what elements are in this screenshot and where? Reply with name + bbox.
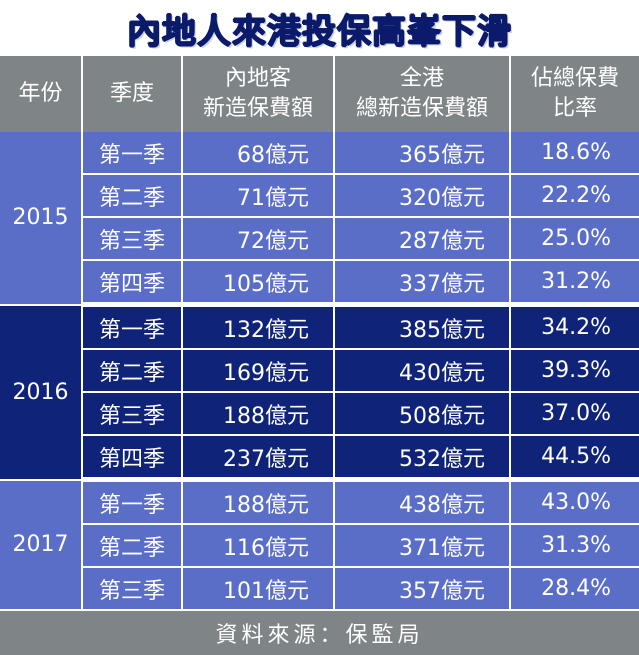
ratio-cell: 44.5% — [510, 435, 639, 482]
table-row: 第三季 188億元 508億元 37.0% — [0, 392, 639, 436]
quarter-cell: 第四季 — [82, 260, 183, 307]
quarter-cell: 第二季 — [82, 524, 183, 568]
quarter-cell: 第一季 — [82, 304, 183, 350]
mainland-premium-cell: 68億元 — [182, 132, 335, 175]
total-premium-cell: 287億元 — [334, 217, 511, 261]
total-premium-cell: 371億元 — [334, 524, 511, 568]
header-total-premium: 全港 總新造保費額 — [334, 56, 511, 132]
insurance-table: 年份 季度 內地客 新造保費額 全港 總新造保費額 佔總保費 比率 2015 第… — [0, 56, 639, 611]
total-premium-cell: 357億元 — [334, 567, 511, 611]
header-ratio-line2: 比率 — [552, 96, 597, 121]
table-row: 第三季 101億元 357億元 28.4% — [0, 567, 639, 611]
total-premium-cell: 337億元 — [334, 260, 511, 307]
source-note: 資料來源：保監局 — [0, 611, 639, 655]
mainland-premium-cell: 116億元 — [182, 524, 335, 568]
ratio-cell: 43.0% — [510, 479, 639, 525]
year-cell: 2015 — [0, 132, 83, 306]
table-row: 2016 第一季 132億元 385億元 34.2% — [0, 304, 639, 481]
mainland-premium-cell: 71億元 — [182, 174, 335, 218]
total-premium-cell: 438億元 — [334, 479, 511, 525]
ratio-cell: 34.2% — [510, 304, 639, 350]
header-mainland-line1: 內地客 — [224, 66, 291, 91]
header-total-line1: 全港 — [399, 66, 444, 91]
total-premium-cell: 365億元 — [334, 132, 511, 175]
ratio-cell: 31.2% — [510, 260, 639, 307]
total-premium-cell: 430億元 — [334, 349, 511, 393]
ratio-cell: 39.3% — [510, 349, 639, 393]
table-body: 2015 第一季 68億元 365億元 18.6% 第二季 71億元 320億元… — [0, 132, 639, 611]
header-quarter: 季度 — [82, 56, 183, 132]
total-premium-cell: 385億元 — [334, 304, 511, 350]
year-cell: 2017 — [0, 479, 83, 611]
quarter-cell: 第二季 — [82, 174, 183, 218]
total-premium-cell: 508億元 — [334, 392, 511, 436]
quarter-cell: 第一季 — [82, 132, 183, 175]
table-row: 第二季 116億元 371億元 31.3% — [0, 524, 639, 568]
quarter-cell: 第三季 — [82, 567, 183, 611]
quarter-cell: 第三季 — [82, 392, 183, 436]
quarter-cell: 第二季 — [82, 349, 183, 393]
table-row: 第二季 169億元 430億元 39.3% — [0, 349, 639, 393]
ratio-cell: 18.6% — [510, 132, 639, 175]
header-quarter-label: 季度 — [109, 81, 154, 106]
header-mainland-line2: 新造保費額 — [202, 96, 313, 121]
table-row: 第四季 237億元 532億元 44.5% — [0, 435, 639, 482]
ratio-cell: 25.0% — [510, 217, 639, 261]
header-ratio: 佔總保費 比率 — [510, 56, 639, 132]
mainland-premium-cell: 72億元 — [182, 217, 335, 261]
mainland-premium-cell: 132億元 — [182, 304, 335, 350]
total-premium-cell: 320億元 — [334, 174, 511, 218]
mainland-premium-cell: 169億元 — [182, 349, 335, 393]
mainland-premium-cell: 105億元 — [182, 260, 335, 307]
quarter-cell: 第四季 — [82, 435, 183, 482]
year-cell: 2016 — [0, 304, 83, 481]
mainland-premium-cell: 188億元 — [182, 392, 335, 436]
ratio-cell: 31.3% — [510, 524, 639, 568]
ratio-cell: 22.2% — [510, 174, 639, 218]
quarter-cell: 第一季 — [82, 479, 183, 525]
mainland-premium-cell: 188億元 — [182, 479, 335, 525]
header-row: 年份 季度 內地客 新造保費額 全港 總新造保費額 佔總保費 比率 — [0, 56, 639, 132]
table-row: 第二季 71億元 320億元 22.2% — [0, 174, 639, 218]
page-title: 內地人來港投保高峯下滑 — [127, 11, 512, 52]
mainland-premium-cell: 237億元 — [182, 435, 335, 482]
header-ratio-line1: 佔總保費 — [530, 66, 619, 91]
table-row: 第四季 105億元 337億元 31.2% — [0, 260, 639, 307]
mainland-premium-cell: 101億元 — [182, 567, 335, 611]
header-mainland-premium: 內地客 新造保費額 — [182, 56, 335, 132]
table-row: 第三季 72億元 287億元 25.0% — [0, 217, 639, 261]
header-year-label: 年份 — [18, 81, 63, 106]
header-total-line2: 總新造保費額 — [355, 96, 488, 121]
ratio-cell: 28.4% — [510, 567, 639, 611]
header-year: 年份 — [0, 56, 83, 132]
ratio-cell: 37.0% — [510, 392, 639, 436]
quarter-cell: 第三季 — [82, 217, 183, 261]
table-row: 2015 第一季 68億元 365億元 18.6% — [0, 132, 639, 306]
total-premium-cell: 532億元 — [334, 435, 511, 482]
table-row: 2017 第一季 188億元 438億元 43.0% — [0, 479, 639, 611]
